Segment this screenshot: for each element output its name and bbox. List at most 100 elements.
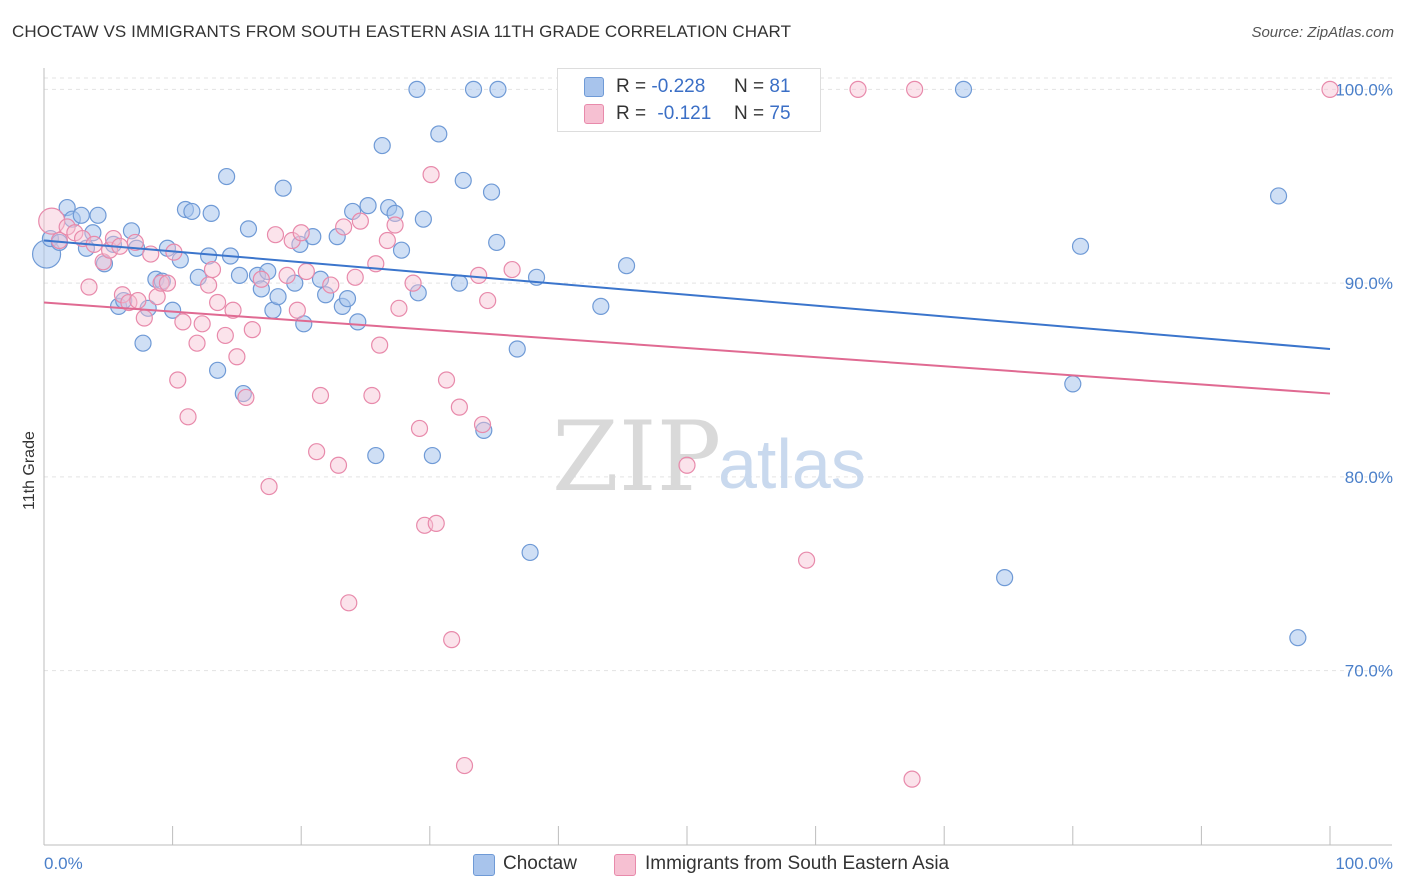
immigrants-point: [311, 386, 330, 405]
choctaw-point: [414, 210, 432, 228]
choctaw-point: [373, 136, 391, 155]
choctaw-point: [274, 179, 292, 197]
immigrants-point: [378, 231, 396, 250]
immigrants-point: [437, 371, 456, 389]
immigrants-point: [224, 301, 242, 319]
choctaw-point: [475, 421, 493, 439]
choctaw-point: [423, 446, 441, 465]
legend-r-label: R =: [616, 103, 647, 124]
legend-n: N = 81: [734, 76, 791, 98]
immigrants-point: [479, 291, 497, 310]
immigrants-point: [473, 415, 492, 434]
choctaw-point: [409, 284, 427, 302]
immigrants-point: [390, 299, 408, 317]
choctaw-point: [269, 288, 287, 306]
choctaw-point: [1269, 187, 1288, 205]
series-label-immigrants: Immigrants from South Eastern Asia: [645, 853, 950, 874]
choctaw-point: [430, 125, 448, 143]
immigrants-point: [351, 212, 369, 230]
choctaw-point: [367, 446, 385, 465]
choctaw-point: [239, 220, 258, 238]
legend-n-label: N =: [734, 76, 765, 97]
choctaw-point: [386, 204, 404, 222]
choctaw-point: [521, 543, 539, 562]
immigrants-point: [193, 315, 211, 333]
choctaw-point: [134, 334, 152, 352]
choctaw-point: [1289, 629, 1307, 647]
choctaw-point: [464, 80, 483, 98]
immigrants-point: [152, 274, 170, 292]
immigrants-point: [278, 266, 296, 284]
immigrants-point: [422, 166, 440, 184]
immigrants-point: [209, 293, 227, 312]
immigrants-point: [135, 309, 153, 327]
choctaw-point: [954, 80, 973, 98]
immigrants-point: [335, 218, 353, 236]
immigrants-point: [228, 348, 246, 366]
choctaw-point: [72, 206, 90, 224]
series-legend: Choctaw Immigrants from South Eastern As…: [0, 852, 1406, 878]
correlation-legend: R = -0.228 N = 81 R = -0.121 N = 75: [557, 68, 821, 132]
immigrants-point: [148, 288, 166, 306]
choctaw-point: [311, 270, 330, 288]
legend-r-label: R =: [616, 76, 647, 97]
immigrants-point: [169, 371, 187, 389]
immigrants-point: [455, 756, 474, 775]
legend-r-value: -0.121: [657, 103, 712, 124]
immigrants-point: [450, 398, 468, 416]
axes: [43, 68, 1392, 846]
chart-title: CHOCTAW VS IMMIGRANTS FROM SOUTH EASTERN…: [12, 22, 792, 41]
source-label: Source: ZipAtlas.com: [1251, 24, 1394, 41]
immigrants-point: [288, 301, 306, 319]
series-swatch-choctaw: [473, 854, 495, 876]
immigrants-point: [179, 408, 197, 426]
immigrants-point: [503, 260, 521, 279]
legend-r-value: -0.228: [651, 76, 706, 97]
immigrants-point: [203, 260, 222, 279]
legend-r: R = -0.228: [616, 76, 705, 98]
legend-n-label: N =: [734, 103, 765, 124]
immigrants-point: [427, 514, 445, 532]
y-tick-label: 80.0%: [1345, 468, 1393, 487]
y-tick-label: 70.0%: [1345, 662, 1393, 681]
immigrants-point: [188, 334, 206, 352]
choctaw-point: [317, 286, 335, 304]
choctaw-point: [408, 80, 426, 98]
choctaw-point: [209, 361, 227, 379]
x-tick-label-min: 0.0%: [44, 854, 83, 873]
immigrants-point: [292, 224, 310, 242]
choctaw-point: [1064, 375, 1082, 393]
immigrants-point: [363, 386, 381, 405]
choctaw-point: [218, 167, 236, 186]
immigrants-point: [297, 262, 315, 281]
choctaw-point: [482, 183, 501, 201]
series-label-choctaw: Choctaw: [503, 853, 577, 874]
immigrants-point: [470, 266, 488, 284]
immigrants-point: [243, 321, 261, 339]
immigrants-point: [386, 216, 404, 234]
immigrants-point: [410, 419, 429, 438]
immigrants-point: [266, 226, 285, 244]
immigrants-point: [237, 388, 255, 407]
choctaw-point: [183, 202, 201, 221]
choctaw-point: [454, 171, 472, 190]
choctaw-point: [338, 290, 357, 308]
immigrants-point: [158, 274, 177, 292]
tick-labels: 70.0% 80.0% 90.0% 100.0% 0.0% 100.0%: [44, 80, 1393, 873]
immigrants-point: [678, 456, 696, 474]
series-swatch-immigrants: [614, 854, 636, 876]
immigrants-point: [404, 274, 422, 292]
choctaw-point: [1071, 237, 1090, 255]
y-tick-label: 100.0%: [1335, 80, 1393, 99]
immigrants-trend-line: [43, 301, 1331, 395]
immigrants-point: [1321, 80, 1339, 98]
immigrants-point: [260, 477, 278, 496]
choctaw-point: [996, 569, 1014, 587]
immigrants-point: [329, 456, 348, 474]
watermark-zip: ZIP: [552, 401, 721, 513]
legend-swatch-choctaw: [584, 77, 604, 97]
choctaw-point: [252, 280, 270, 298]
y-axis-label: 11th Grade: [21, 431, 38, 510]
legend-swatch-immigrants: [584, 104, 604, 124]
